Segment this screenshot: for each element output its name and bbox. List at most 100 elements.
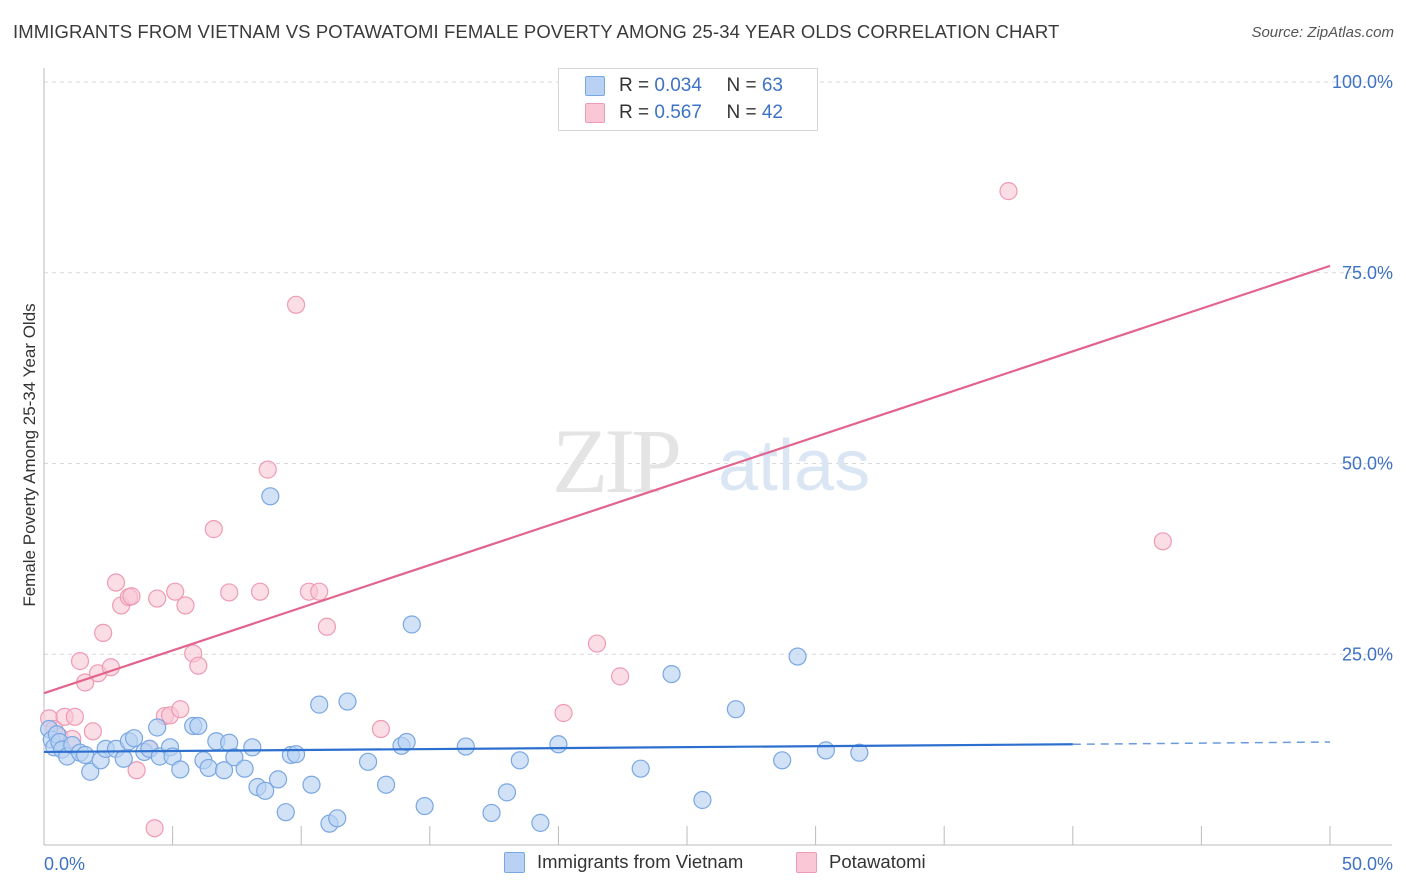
watermark-zip: ZIP bbox=[552, 410, 679, 512]
data-point-potawatomi bbox=[1153, 532, 1172, 551]
legend-n-label: N = bbox=[726, 102, 762, 123]
data-point-vietnam bbox=[76, 745, 95, 765]
data-point-potawatomi bbox=[122, 587, 141, 606]
data-point-potawatomi bbox=[371, 719, 391, 739]
data-point-potawatomi bbox=[587, 634, 607, 653]
data-point-potawatomi bbox=[189, 656, 208, 675]
data-point-vietnam bbox=[402, 615, 421, 634]
data-point-vietnam bbox=[773, 751, 792, 770]
correlation-legend: R = 0.034 N = 63 R = 0.567 N = 42 bbox=[558, 68, 818, 131]
x-tick-label: 50.0% bbox=[1342, 854, 1393, 874]
legend-item-vietnam[interactable]: Immigrants from Vietnam bbox=[504, 851, 743, 873]
data-point-vietnam bbox=[261, 487, 280, 506]
data-point-vietnam bbox=[531, 813, 550, 832]
data-point-vietnam bbox=[482, 803, 501, 823]
trend-line-vietnam bbox=[43, 743, 1073, 754]
data-point-vietnam bbox=[310, 695, 329, 714]
data-point-vietnam bbox=[302, 775, 321, 794]
chart-title: IMMIGRANTS FROM VIETNAM VS POTAWATOMI FE… bbox=[13, 21, 1060, 42]
legend-n-label: N = bbox=[726, 75, 762, 96]
data-point-vietnam bbox=[225, 748, 244, 767]
x-tick-label: 0.0% bbox=[44, 854, 85, 874]
y-tick-label: 25.0% bbox=[1342, 644, 1393, 664]
source-label: Source: ZipAtlas.com bbox=[1251, 24, 1394, 41]
data-point-vietnam bbox=[549, 735, 568, 754]
data-point-vietnam bbox=[816, 741, 835, 760]
data-point-vietnam bbox=[510, 751, 529, 770]
data-point-vietnam bbox=[397, 732, 416, 752]
legend-n-value: 42 bbox=[761, 102, 783, 123]
legend-swatch-potawatomi bbox=[585, 103, 605, 123]
data-point-potawatomi bbox=[65, 707, 84, 726]
data-point-vietnam bbox=[243, 738, 262, 757]
data-point-potawatomi bbox=[148, 589, 167, 608]
data-point-vietnam bbox=[286, 745, 306, 764]
data-point-potawatomi bbox=[310, 582, 329, 601]
data-point-vietnam bbox=[415, 796, 434, 816]
data-point-vietnam bbox=[850, 743, 869, 762]
y-axis-label: Female Poverty Among 25-34 Year Olds bbox=[20, 303, 39, 607]
data-point-vietnam bbox=[662, 664, 681, 684]
watermark-atlas: atlas bbox=[718, 426, 870, 506]
data-point-vietnam bbox=[726, 700, 745, 719]
data-point-potawatomi bbox=[145, 819, 164, 838]
watermark: ZIP atlas bbox=[552, 410, 870, 512]
data-point-vietnam bbox=[788, 647, 807, 666]
data-point-potawatomi bbox=[94, 623, 113, 642]
data-point-vietnam bbox=[114, 749, 133, 768]
legend-label-vietnam: Immigrants from Vietnam bbox=[537, 851, 744, 872]
data-point-vietnam bbox=[328, 809, 347, 828]
trend-line-vietnam-extension bbox=[1072, 741, 1331, 746]
data-point-potawatomi bbox=[204, 520, 223, 539]
legend-swatch-vietnam bbox=[585, 76, 605, 96]
data-point-vietnam bbox=[376, 775, 396, 794]
data-point-potawatomi bbox=[554, 703, 573, 723]
data-point-potawatomi bbox=[83, 722, 102, 741]
legend-r-value: 0.567 bbox=[654, 102, 702, 123]
legend-swatch-potawatomi bbox=[796, 851, 817, 873]
y-tick-label: 75.0% bbox=[1342, 263, 1393, 283]
data-point-potawatomi bbox=[127, 761, 146, 780]
data-point-vietnam bbox=[148, 718, 167, 737]
data-point-vietnam bbox=[456, 737, 475, 756]
data-point-potawatomi bbox=[171, 700, 190, 719]
data-point-vietnam bbox=[235, 759, 254, 778]
data-point-potawatomi bbox=[250, 582, 270, 601]
data-point-vietnam bbox=[693, 790, 712, 810]
data-point-vietnam bbox=[268, 770, 288, 789]
data-point-potawatomi bbox=[176, 596, 195, 615]
data-point-potawatomi bbox=[258, 460, 277, 479]
data-point-vietnam bbox=[358, 752, 378, 771]
tick-labels: 25.0% 50.0% 75.0% 100.0% 0.0% 50.0% bbox=[44, 72, 1393, 874]
data-point-potawatomi bbox=[611, 667, 630, 686]
legend-item-potawatomi[interactable]: Potawatomi bbox=[796, 851, 926, 873]
data-point-vietnam bbox=[256, 781, 275, 800]
data-point-vietnam bbox=[124, 729, 144, 748]
data-point-potawatomi bbox=[999, 182, 1018, 201]
trend-lines bbox=[43, 264, 1331, 754]
data-point-vietnam bbox=[189, 716, 208, 736]
data-point-vietnam bbox=[338, 692, 357, 711]
legend-r-value: 0.034 bbox=[654, 75, 702, 96]
legend-swatch-vietnam bbox=[504, 851, 525, 873]
legend-n-value: 63 bbox=[761, 75, 783, 96]
series-vietnam-points bbox=[40, 487, 869, 833]
data-point-potawatomi bbox=[317, 617, 337, 636]
y-tick-label: 50.0% bbox=[1342, 454, 1393, 474]
legend-r-label: R = bbox=[619, 102, 655, 123]
data-point-potawatomi bbox=[106, 573, 126, 592]
data-point-potawatomi bbox=[286, 295, 306, 314]
legend-r-label: R = bbox=[619, 75, 655, 96]
data-point-potawatomi bbox=[220, 583, 239, 602]
data-point-potawatomi bbox=[70, 652, 90, 671]
data-point-vietnam bbox=[214, 761, 234, 780]
series-potawatomi-points bbox=[40, 182, 1172, 838]
trend-line-potawatomi bbox=[43, 264, 1331, 695]
data-point-vietnam bbox=[199, 758, 218, 778]
y-tick-label: 100.0% bbox=[1332, 72, 1393, 92]
gridlines bbox=[44, 81, 1392, 655]
data-point-vietnam bbox=[171, 760, 190, 779]
axes bbox=[43, 68, 1392, 846]
data-point-vietnam bbox=[276, 803, 295, 822]
